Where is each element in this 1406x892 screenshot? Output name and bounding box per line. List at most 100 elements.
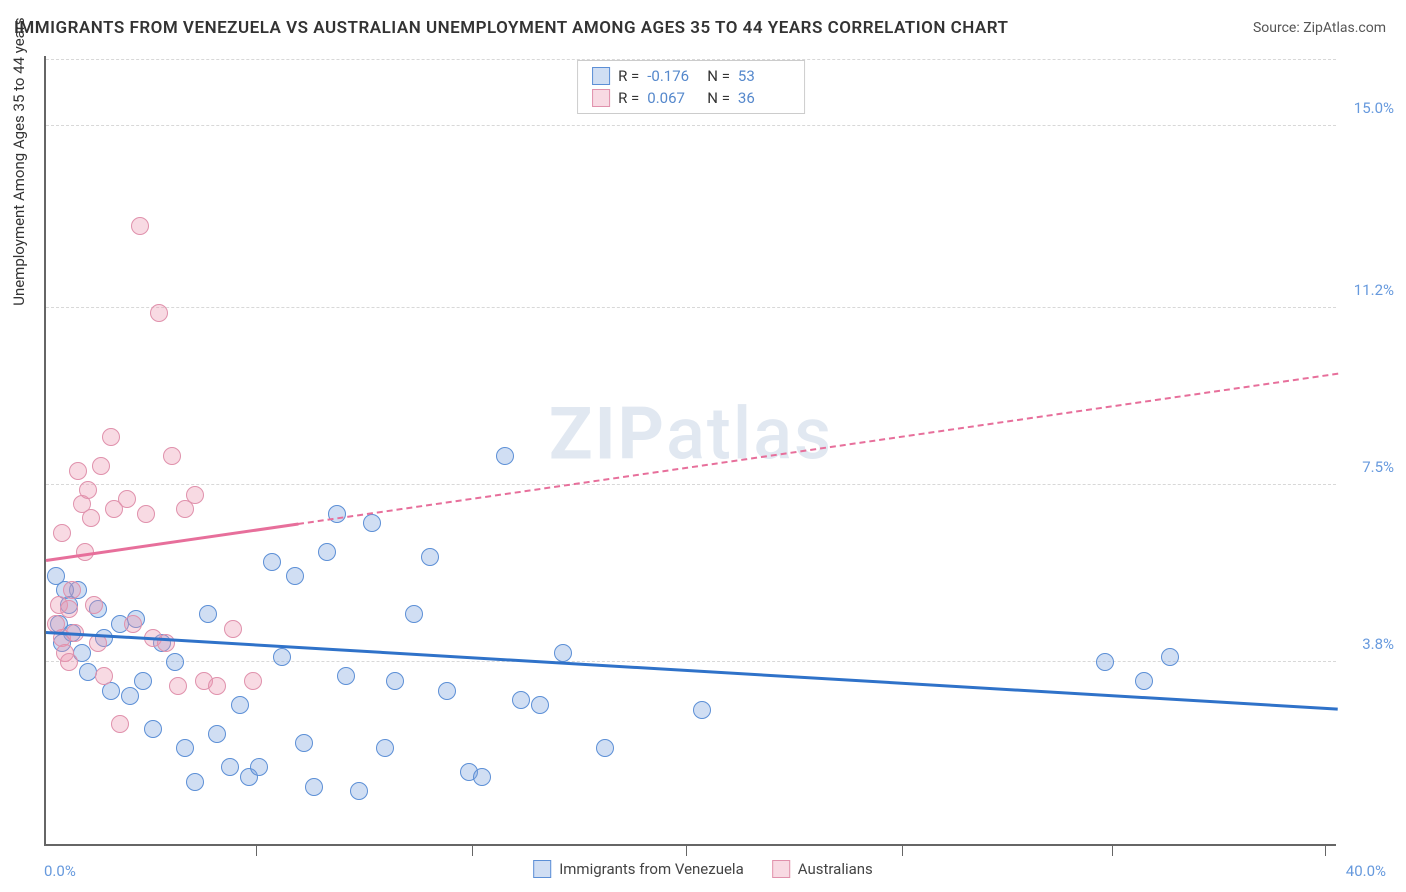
data-point	[350, 782, 368, 800]
data-point	[186, 773, 204, 791]
data-point	[199, 605, 217, 623]
x-tick	[1112, 844, 1113, 856]
data-point	[121, 687, 139, 705]
legend-n-label: N =	[707, 67, 730, 85]
x-tick	[256, 844, 257, 856]
data-point	[79, 481, 97, 499]
data-point	[693, 701, 711, 719]
data-point	[137, 505, 155, 523]
grid-line	[46, 661, 1336, 662]
data-point	[318, 543, 336, 561]
legend-n-value: 53	[738, 67, 790, 85]
data-point	[131, 217, 149, 235]
series-legend-label: Australians	[798, 860, 873, 878]
grid-line	[46, 125, 1336, 126]
data-point	[231, 696, 249, 714]
grid-line	[46, 484, 1336, 485]
data-point	[512, 691, 530, 709]
x-tick	[1325, 844, 1326, 856]
source-prefix: Source:	[1253, 20, 1303, 36]
plot-area: ZIPatlas R =-0.176N =53R =0.067N =36 3.8…	[44, 56, 1336, 846]
data-point	[85, 596, 103, 614]
x-tick	[472, 844, 473, 856]
data-point	[1161, 648, 1179, 666]
x-axis-max-label: 40.0%	[1346, 862, 1386, 880]
watermark: ZIPatlas	[549, 392, 833, 477]
data-point	[473, 768, 491, 786]
data-point	[305, 778, 323, 796]
data-point	[531, 696, 549, 714]
x-tick	[686, 844, 687, 856]
y-tick-label: 7.5%	[1362, 458, 1394, 476]
legend-n-label: N =	[707, 89, 730, 107]
data-point	[53, 524, 71, 542]
legend-swatch	[592, 67, 610, 85]
data-point	[150, 304, 168, 322]
data-point	[208, 677, 226, 695]
grid-line	[46, 59, 1336, 60]
legend-r-value: -0.176	[647, 67, 699, 85]
series-legend-item: Immigrants from Venezuela	[533, 860, 744, 878]
data-point	[69, 462, 87, 480]
data-point	[337, 667, 355, 685]
grid-line	[46, 307, 1336, 308]
data-point	[221, 758, 239, 776]
data-point	[376, 739, 394, 757]
legend-swatch	[592, 89, 610, 107]
data-point	[102, 428, 120, 446]
legend-r-value: 0.067	[647, 89, 699, 107]
data-point	[363, 514, 381, 532]
legend-row: R =0.067N =36	[592, 87, 790, 109]
data-point	[186, 486, 204, 504]
data-point	[82, 509, 100, 527]
data-point	[295, 734, 313, 752]
data-point	[92, 457, 110, 475]
data-point	[166, 653, 184, 671]
data-point	[157, 634, 175, 652]
data-point	[386, 672, 404, 690]
data-point	[60, 653, 78, 671]
data-point	[250, 758, 268, 776]
watermark-bold: ZIP	[549, 392, 666, 477]
data-point	[111, 715, 129, 733]
data-point	[144, 720, 162, 738]
data-point	[63, 581, 81, 599]
legend-swatch	[772, 860, 790, 878]
data-point	[224, 620, 242, 638]
legend-r-label: R =	[618, 89, 639, 107]
legend-swatch	[533, 860, 551, 878]
data-point	[1135, 672, 1153, 690]
series-legend-item: Australians	[772, 860, 873, 878]
legend-r-label: R =	[618, 67, 639, 85]
watermark-rest: atlas	[666, 392, 833, 477]
data-point	[118, 490, 136, 508]
data-point	[438, 682, 456, 700]
data-point	[554, 644, 572, 662]
source-attribution: Source: ZipAtlas.com	[1253, 20, 1386, 36]
data-point	[134, 672, 152, 690]
data-point	[176, 739, 194, 757]
chart-title: IMMIGRANTS FROM VENEZUELA VS AUSTRALIAN …	[14, 18, 1008, 38]
y-axis-label: Unemployment Among Ages 35 to 44 years	[10, 17, 28, 305]
data-point	[169, 677, 187, 695]
data-point	[596, 739, 614, 757]
data-point	[286, 567, 304, 585]
correlation-legend: R =-0.176N =53R =0.067N =36	[577, 60, 805, 114]
data-point	[124, 615, 142, 633]
data-point	[273, 648, 291, 666]
legend-row: R = -0.176 N = 53	[592, 65, 790, 87]
y-tick-label: 11.2%	[1354, 281, 1394, 299]
source-name: ZipAtlas.com	[1303, 20, 1386, 36]
data-point	[1096, 653, 1114, 671]
data-point	[60, 600, 78, 618]
data-point	[208, 725, 226, 743]
data-point	[496, 447, 514, 465]
data-point	[421, 548, 439, 566]
data-point	[244, 672, 262, 690]
series-legend: Immigrants from Venezuela Australians	[533, 860, 873, 878]
data-point	[405, 605, 423, 623]
x-tick	[902, 844, 903, 856]
data-point	[95, 667, 113, 685]
y-tick-label: 3.8%	[1362, 635, 1394, 653]
x-axis-min-label: 0.0%	[44, 862, 76, 880]
